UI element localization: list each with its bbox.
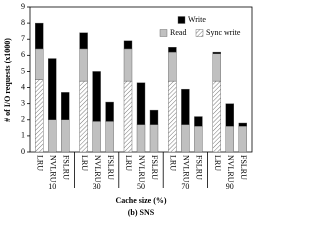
bar-segment (79, 48, 88, 82)
x-tick-label: NVLRU (182, 155, 191, 183)
x-tick-label: LRU (124, 155, 133, 171)
bar-segment (92, 71, 101, 122)
bar-segment (168, 51, 177, 82)
x-tick-label: FSLRU (150, 155, 159, 180)
bar-segment (79, 32, 88, 50)
bar-segment (168, 47, 177, 53)
y-tick-label: 5 (21, 66, 25, 75)
bar-segment (212, 51, 222, 54)
bar-segment (136, 82, 146, 125)
legend-swatch (195, 29, 204, 37)
bar-segment (79, 80, 88, 153)
x-tick-label: LRU (169, 155, 178, 171)
x-tick-label: NVLRU (137, 155, 146, 183)
bar-segment (238, 122, 248, 127)
y-tick-label: 7 (21, 34, 25, 43)
bar-segment (212, 80, 222, 153)
y-tick-label: 3 (21, 98, 25, 107)
legend-swatch (177, 16, 186, 24)
legend-swatch (159, 29, 168, 37)
x-tick-label: FSLRU (239, 155, 248, 180)
bar-segment (61, 119, 70, 153)
bar-segment (61, 92, 70, 120)
bar-segment (35, 48, 44, 80)
chart: # of I/O requests (x1000) Cache size (%)… (3, 2, 253, 217)
x-tick-label: NVLRU (226, 155, 235, 183)
bar-segment (181, 88, 190, 125)
y-axis-label: # of I/O requests (x1000) (3, 38, 12, 122)
bar-segment (225, 103, 235, 127)
bar-segment (225, 126, 235, 153)
y-tick-label: 6 (21, 50, 25, 59)
subtitle: (b) SNS (128, 208, 155, 217)
bar-segment (92, 121, 101, 153)
bar-segment (136, 124, 146, 153)
group-label: 10 (48, 182, 56, 191)
bar-segment (181, 124, 190, 153)
group-label: 70 (181, 182, 189, 191)
bar-segment (194, 126, 203, 153)
x-tick-label: LRU (35, 155, 44, 171)
bar-segment (194, 116, 203, 127)
bar-segment (105, 101, 114, 122)
legend-label: Read (170, 28, 186, 37)
bar-segment (168, 80, 177, 153)
bar-segment (149, 109, 159, 125)
legend-label: Write (188, 15, 206, 24)
group-label: 30 (93, 182, 101, 191)
group-label: 90 (226, 182, 234, 191)
y-tick-label: 9 (21, 2, 25, 11)
bar-segment (105, 121, 114, 153)
bar-segment (149, 124, 159, 153)
bar-segment (48, 58, 57, 120)
y-tick-label: 2 (21, 115, 25, 124)
y-tick-label: 1 (21, 131, 25, 140)
y-tick-label: 0 (21, 147, 25, 156)
x-tick-label: NVLRU (48, 155, 57, 183)
x-tick-label: LRU (213, 155, 222, 171)
bar-segment (238, 126, 248, 153)
x-tick-label: FSLRU (195, 155, 204, 180)
y-tick-label: 4 (21, 82, 25, 91)
x-tick-label: FSLRU (61, 155, 70, 180)
bar-segment (123, 40, 133, 50)
bar-segment (123, 48, 133, 82)
legend-label: Sync write (206, 28, 241, 37)
bar-segment (35, 79, 44, 153)
x-axis-label: Cache size (%) (115, 196, 166, 205)
bar-segment (123, 80, 133, 153)
bar-segment (48, 119, 57, 153)
x-tick-label: NVLRU (93, 155, 102, 183)
y-tick-label: 8 (21, 18, 25, 27)
group-label: 50 (137, 182, 145, 191)
x-tick-label: LRU (80, 155, 89, 171)
bar-segment (35, 22, 44, 50)
bar-segment (212, 53, 222, 82)
x-tick-label: FSLRU (106, 155, 115, 180)
